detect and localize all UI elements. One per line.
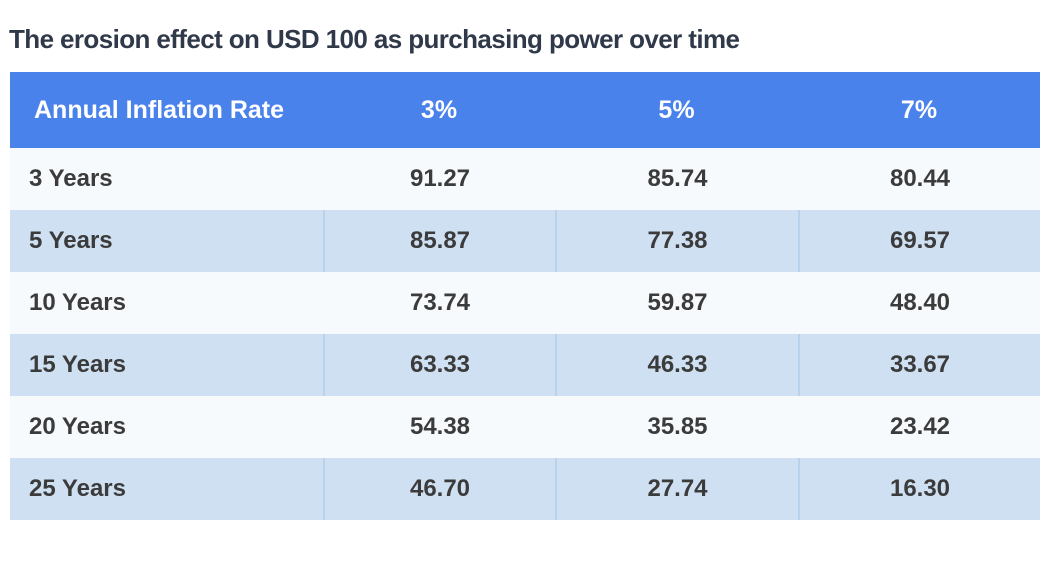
row-label-cell: 5 Years: [29, 227, 113, 254]
header-col-7pct: 7%: [900, 95, 938, 124]
value-cell: 33.67: [798, 334, 1040, 396]
value-cell: 77.38: [555, 210, 798, 272]
value-cell: 73.74: [409, 289, 471, 316]
value-cell: 80.44: [889, 165, 951, 192]
table-row: 3 Years 91.27 85.74 80.44: [10, 148, 1040, 210]
value-cell: 85.87: [323, 210, 555, 272]
table-row: 20 Years 54.38 35.85 23.42: [10, 396, 1040, 458]
value-cell: 85.74: [647, 165, 708, 192]
value-cell: 63.33: [323, 334, 555, 396]
row-label-cell: 10 Years: [29, 289, 126, 316]
row-label-cell: 20 Years: [29, 413, 126, 440]
value-cell: 46.33: [555, 334, 798, 396]
table-row: 15 Years 63.33 46.33 33.67: [10, 334, 1040, 396]
value-cell: 27.74: [555, 458, 798, 520]
value-cell: 91.27: [409, 165, 471, 192]
row-label-cell: 15 Years: [29, 351, 126, 378]
value-cell: 23.42: [889, 413, 951, 440]
value-cell: 16.30: [798, 458, 1040, 520]
table-row: 5 Years 85.87 77.38 69.57: [10, 210, 1040, 272]
table-row: 25 Years 46.70 27.74 16.30: [10, 458, 1040, 520]
value-cell: 35.85: [647, 413, 708, 440]
header-col-3pct: 3%: [420, 95, 458, 124]
value-cell: 54.38: [409, 413, 471, 440]
row-label-cell: 3 Years: [29, 165, 113, 192]
value-cell: 46.70: [323, 458, 555, 520]
value-cell: 59.87: [647, 289, 708, 316]
row-label-cell: 25 Years: [29, 475, 126, 502]
page-title: The erosion effect on USD 100 as purchas…: [9, 24, 740, 54]
table-header-row: Annual Inflation Rate 3% 5% 7%: [10, 72, 1040, 148]
inflation-erosion-table: Annual Inflation Rate 3% 5% 7% 3 Years 9…: [10, 72, 1040, 520]
value-cell: 69.57: [798, 210, 1040, 272]
header-row-label: Annual Inflation Rate: [34, 95, 284, 124]
value-cell: 48.40: [889, 289, 951, 316]
table-row: 10 Years 73.74 59.87 48.40: [10, 272, 1040, 334]
header-col-5pct: 5%: [658, 95, 695, 124]
